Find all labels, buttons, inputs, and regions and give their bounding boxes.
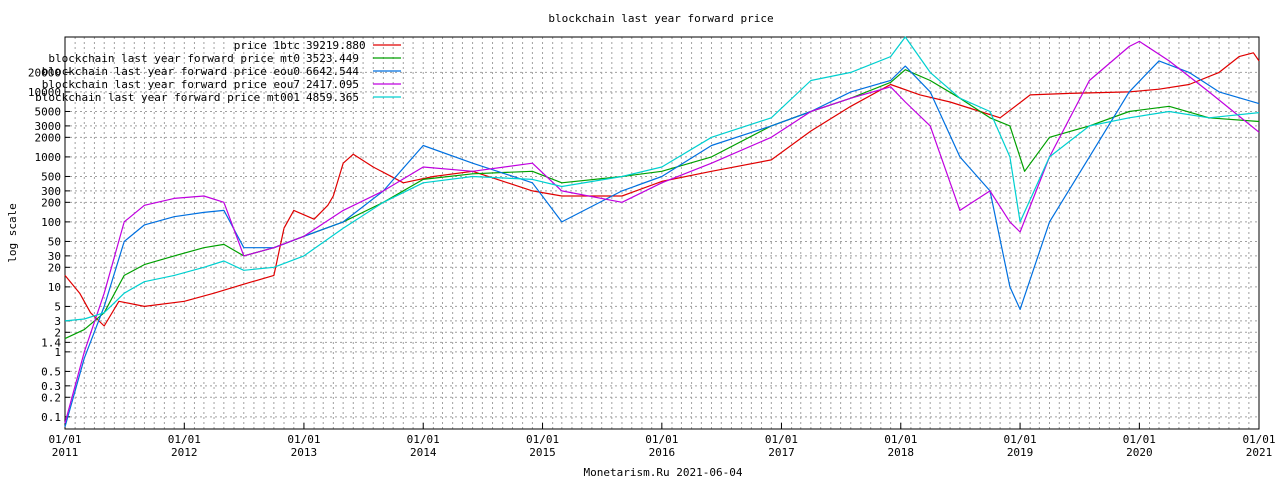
legend-label: blockchain last year forward price mt0 [48, 52, 300, 65]
x-tick-label: 01/01 [1242, 433, 1275, 446]
y-tick-label: 200 [41, 196, 61, 209]
x-tick-label: 01/01 [168, 433, 201, 446]
legend-value: 4859.365 [306, 91, 359, 104]
legend-value: 39219.880 [306, 39, 366, 52]
series-line-1 [64, 52, 1260, 327]
legend-label: blockchain last year forward price mt001 [35, 91, 300, 104]
y-tick-label: 30 [48, 250, 61, 263]
x-tick-year-label: 2016 [649, 446, 676, 459]
x-tick-label: 01/01 [1123, 433, 1156, 446]
y-tick-label: 10000 [28, 86, 61, 99]
x-tick-label: 01/01 [1004, 433, 1037, 446]
x-tick-year-label: 2020 [1126, 446, 1153, 459]
legend-value: 2417.095 [306, 78, 359, 91]
x-tick-label: 01/01 [407, 433, 440, 446]
x-tick-year-label: 2017 [768, 446, 795, 459]
series-line-5 [64, 36, 1260, 322]
y-tick-label: 1 [54, 346, 61, 359]
x-tick-year-label: 2012 [171, 446, 198, 459]
x-tick-year-label: 2013 [291, 446, 318, 459]
x-tick-year-label: 2015 [529, 446, 556, 459]
y-tick-label: 1000 [35, 151, 62, 164]
x-tick-year-label: 2018 [888, 446, 915, 459]
x-tick-year-label: 2011 [52, 446, 79, 459]
y-tick-label: 5 [54, 300, 61, 313]
chart-series [64, 36, 1260, 428]
x-axis: 01/01201101/01201201/01201301/01201401/0… [48, 423, 1276, 459]
y-tick-label: 20 [48, 261, 61, 274]
y-tick-label: 0.3 [41, 380, 61, 393]
legend-label: blockchain last year forward price eou0 [42, 65, 300, 78]
x-tick-label: 01/01 [884, 433, 917, 446]
x-tick-year-label: 2021 [1246, 446, 1273, 459]
y-tick-label: 2000 [35, 131, 62, 144]
legend-value: 6642.544 [306, 65, 359, 78]
legend-label: blockchain last year forward price eou7 [42, 78, 300, 91]
legend-label: price 1btc [234, 39, 300, 52]
y-tick-label: 5000 [35, 105, 62, 118]
x-tick-label: 01/01 [48, 433, 81, 446]
chart-title: blockchain last year forward price [548, 12, 773, 25]
y-tick-label: 1.4 [41, 336, 61, 349]
x-tick-year-label: 2019 [1007, 446, 1034, 459]
y-tick-label: 100 [41, 216, 61, 229]
y-axis-label: log scale [6, 203, 19, 263]
series-line-2 [64, 69, 1260, 340]
y-tick-label: 50 [48, 235, 61, 248]
x-tick-label: 01/01 [765, 433, 798, 446]
x-tick-label: 01/01 [287, 433, 320, 446]
series-line-3 [64, 60, 1260, 428]
x-tick-label: 01/01 [526, 433, 559, 446]
y-tick-label: 500 [41, 170, 61, 183]
y-tick-label: 0.5 [41, 365, 61, 378]
y-tick-label: 0.1 [41, 411, 61, 424]
y-tick-label: 300 [41, 185, 61, 198]
legend: price 1btc 39219.880 blockchain last year … [35, 39, 401, 104]
y-tick-label: 3 [54, 315, 61, 328]
y-tick-label: 20000 [28, 66, 61, 79]
x-tick-year-label: 2014 [410, 446, 437, 459]
y-tick-label: 2 [54, 326, 61, 339]
y-tick-label: 10 [48, 281, 61, 294]
x-tick-label: 01/01 [645, 433, 678, 446]
legend-value: 3523.449 [306, 52, 359, 65]
y-tick-label: 3000 [35, 120, 62, 133]
y-tick-label: 0.2 [41, 391, 61, 404]
chart-footer: Monetarism.Ru 2021-06-04 [584, 466, 743, 479]
